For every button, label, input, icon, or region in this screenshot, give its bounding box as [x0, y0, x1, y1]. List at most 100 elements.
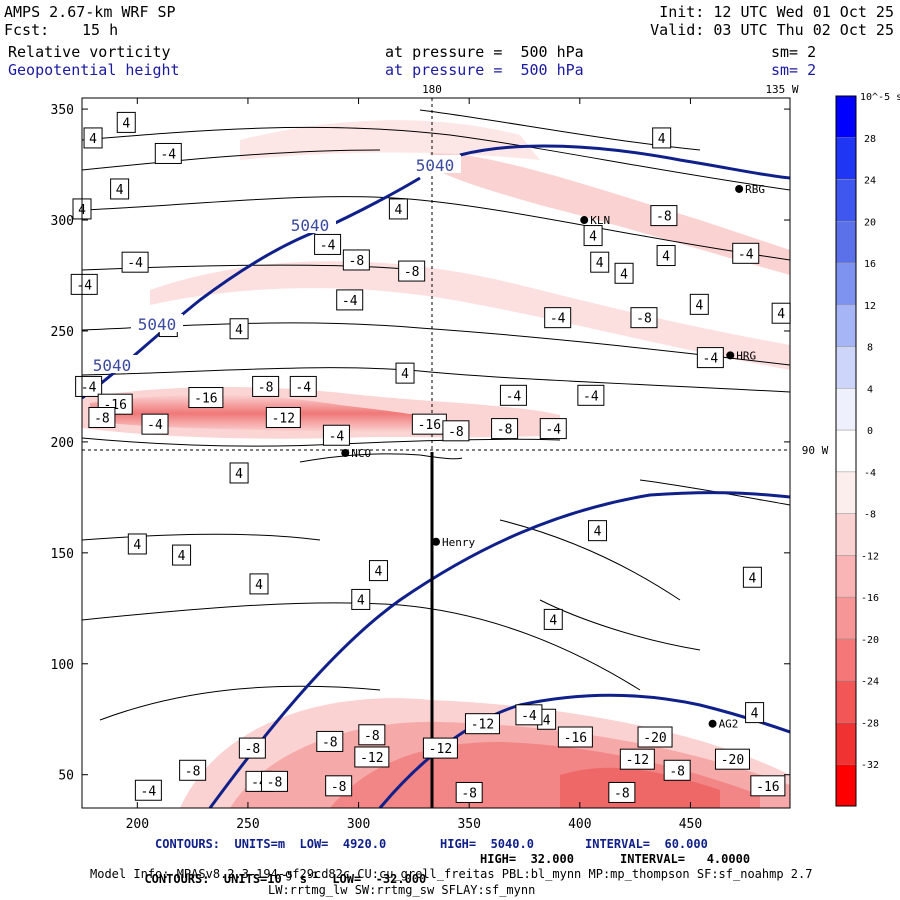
colorbar-cell: [835, 429, 857, 473]
model-info: Model Info: MPASv8.2.3-194-gf29cd82c CU:…: [90, 867, 813, 881]
vorticity-label-box: [336, 289, 364, 311]
model-info-radiation: LW:rrtmg_lw SW:rrtmg_sw SFLAY:sf_mynn: [268, 883, 536, 897]
colorbar-cell: [835, 346, 857, 389]
height-label: 5040: [93, 356, 132, 375]
y-tick-label: 100: [51, 658, 74, 673]
vorticity-label: 4: [549, 613, 557, 628]
colorbar-label: 8: [867, 343, 873, 354]
vorticity-label: -8: [364, 729, 380, 744]
vorticity-label: 4: [594, 525, 602, 540]
vorticity-label: -4: [160, 147, 176, 162]
vorticity-label-box: [188, 387, 224, 409]
vorticity-label-box: [745, 702, 765, 724]
valid-time: Valid: 03 UTC Thu 02 Oct 25: [650, 21, 894, 39]
vorticity-units-seconds: s: [292, 872, 308, 886]
vorticity-label: -4: [141, 784, 157, 799]
height-label: 5040: [416, 156, 455, 175]
vorticity-label-box: [619, 748, 655, 770]
colorbar-cell: [835, 680, 857, 723]
y-tick-label: 300: [51, 214, 74, 229]
vorticity-label: -8: [497, 423, 513, 438]
plot-frame: [81, 97, 791, 809]
vorticity-label-box: [154, 142, 182, 164]
station-label: AG2: [719, 718, 739, 731]
forecast-value: 15 h: [82, 21, 119, 39]
vorticity-label: -4: [703, 352, 719, 367]
vorticity-label-box: [464, 713, 500, 735]
model-title: AMPS 2.67-km WRF SP: [4, 3, 176, 21]
vorticity-label-box: [696, 347, 724, 369]
x-tick-label: 450: [679, 817, 702, 832]
colorbar-label: 12: [864, 301, 876, 312]
vorticity-label: 4: [695, 298, 703, 313]
init-time: Init: 12 UTC Wed 01 Oct 25: [659, 3, 894, 21]
vorticity-label-box: [110, 178, 130, 200]
vorticity-label-box: [229, 318, 249, 340]
vorticity-label: 4: [235, 467, 243, 482]
vorticity-contour-info-units: CONTOURS: UNITS=10-5 s-1 LOW= -32.000: [130, 851, 426, 888]
colorbar-cell: [835, 722, 857, 765]
vorticity-label: -4: [320, 238, 336, 253]
vorticity-label-box: [351, 588, 371, 610]
y-tick-label: 350: [51, 103, 74, 118]
colorbar-cell: [835, 596, 857, 640]
vorticity-label-box: [539, 418, 567, 440]
colorbar-label: -16: [861, 593, 879, 604]
vorticity-label-box: [515, 704, 543, 726]
colorbar-label: -28: [861, 718, 879, 729]
vorticity-label: 4: [357, 593, 365, 608]
vorticity-label: -8: [636, 312, 652, 327]
height-label: 5040: [291, 216, 330, 235]
vorticity-label-box: [543, 608, 563, 630]
vorticity-label-box: [325, 775, 353, 797]
vorticity-label: 4: [777, 307, 785, 322]
vorticity-label: 4: [178, 549, 186, 564]
forecast-label: Fcst:: [4, 21, 50, 39]
vorticity-units-exp: -5: [281, 871, 293, 881]
vorticity-label: 4: [133, 538, 141, 553]
vorticity-label: -16: [418, 418, 441, 433]
vorticity-label: -8: [94, 412, 110, 427]
vorticity-label: 4: [122, 116, 130, 131]
vorticity-label: -12: [471, 718, 494, 733]
vorticity-label: -8: [349, 254, 365, 269]
vorticity-label-box: [557, 726, 593, 748]
vorticity-label: -4: [295, 380, 311, 395]
vorticity-label: 4: [589, 230, 597, 245]
colorbar-label: -12: [861, 551, 879, 562]
vorticity-label-box: [590, 251, 610, 273]
vorticity-label: -8: [448, 425, 464, 440]
vorticity-label: -4: [342, 294, 358, 309]
x-tick-label: 200: [126, 817, 149, 832]
vorticity-label: -8: [614, 786, 630, 801]
vorticity-label-box: [229, 462, 249, 484]
vorticity-label-box: [656, 245, 676, 267]
vorticity-label: -12: [429, 742, 452, 757]
vorticity-label-box: [260, 770, 288, 792]
colorbar-cell: [835, 513, 857, 556]
colorbar-cell: [835, 555, 857, 598]
longitude-180-label: 180: [422, 83, 442, 96]
vorticity-label-box: [322, 424, 350, 446]
station-label: HRG: [736, 349, 756, 362]
vorticity-label-box: [249, 573, 269, 595]
vorticity-label-box: [650, 205, 678, 227]
colorbar-cell: [835, 221, 857, 264]
colorbar-label: -20: [861, 635, 879, 646]
vorticity-label-box: [172, 544, 192, 566]
colorbar-cell: [835, 638, 857, 681]
vorticity-label: -16: [756, 780, 779, 795]
station-dot: [735, 184, 744, 193]
vorticity-label: 4: [620, 267, 628, 282]
colorbar-cell: [835, 763, 857, 807]
field2-level: at pressure = 500 hPa: [385, 61, 584, 79]
longitude-135w-label: 135 W: [765, 83, 798, 96]
vorticity-label-box: [388, 198, 408, 220]
vorticity-units-text: CONTOURS: UNITS=10: [144, 872, 282, 886]
vorticity-label: -4: [81, 380, 97, 395]
vorticity-arc-core: [560, 767, 720, 808]
vorticity-label-box: [614, 262, 634, 284]
height-contour-info-high: HIGH= 5040.0: [440, 837, 534, 851]
station-label: NCO: [351, 447, 371, 460]
